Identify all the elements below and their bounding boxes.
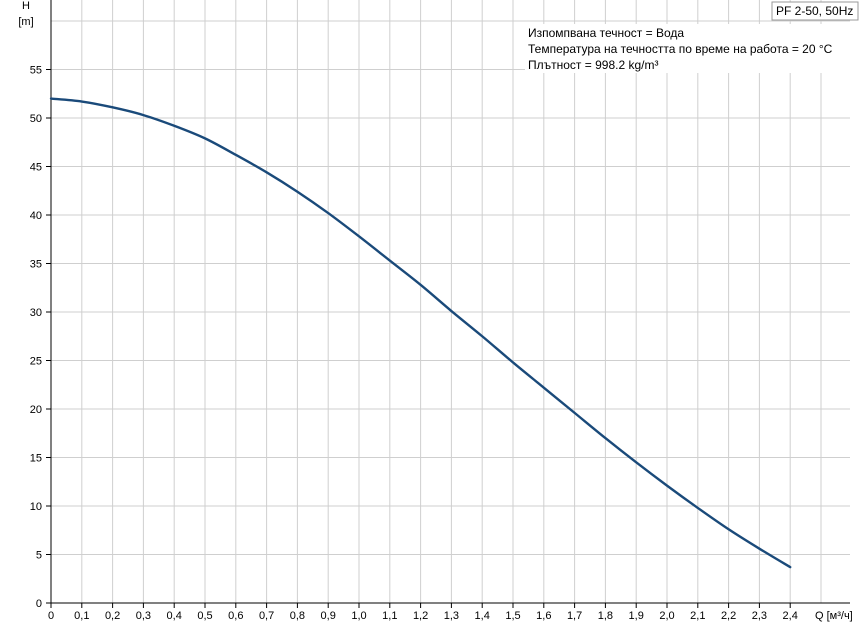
x-tick-label: 1,4 <box>475 610 490 622</box>
x-tick-label: 1,2 <box>413 610 428 622</box>
pump-curve-line <box>49 97 792 569</box>
x-tick-label: 0,2 <box>105 610 120 622</box>
x-axis-label: Q [м³/ч] <box>815 610 853 622</box>
y-tick-label: 0 <box>36 598 42 610</box>
x-tick-label: 1,7 <box>567 610 582 622</box>
y-tick-label: 50 <box>30 113 42 125</box>
y-tick-label: 45 <box>30 162 42 174</box>
y-tick-label: 5 <box>36 550 42 562</box>
y-axis-symbol: H <box>22 0 30 12</box>
x-tick-label: 1,1 <box>382 610 397 622</box>
info-fluid: Изпомпвана течност = Вода <box>528 26 684 40</box>
pump-badge <box>771 1 859 21</box>
x-tick-label: 0,4 <box>167 610 182 622</box>
x-tick-label: 2,4 <box>783 610 798 622</box>
x-tick-label: 2,1 <box>690 610 705 622</box>
x-tick-label: 2,2 <box>721 610 736 622</box>
series <box>49 97 792 569</box>
x-tick-label: 0,9 <box>321 610 336 622</box>
x-tick-label: 0,1 <box>74 610 89 622</box>
info-density: Плътност = 998.2 kg/m³ <box>528 58 658 72</box>
x-tick-label: 0 <box>48 610 54 622</box>
y-tick-label: 20 <box>30 404 42 416</box>
x-tick-label: 0,7 <box>259 610 274 622</box>
x-tick-label: 0,8 <box>290 610 305 622</box>
y-tick-label: 55 <box>30 65 42 77</box>
x-tick-label: 2,3 <box>752 610 767 622</box>
info-temperature: Температура на течността по време на раб… <box>528 42 833 56</box>
y-tick-label: 15 <box>30 453 42 465</box>
pump-badge-label: PF 2-50, 50Hz <box>776 4 853 18</box>
y-tick-label: 40 <box>30 210 42 222</box>
y-tick-label: 10 <box>30 501 42 513</box>
tick-labels: 0 5 10 15 20 25 30 35 40 45 50 55 0 0,1 0,2 0,3 0,4 0,5 0,… <box>30 65 798 623</box>
x-tick-label: 1,9 <box>629 610 644 622</box>
y-tick-label: 25 <box>30 356 42 368</box>
x-tick-label: 1,5 <box>505 610 520 622</box>
x-tick-label: 0,5 <box>197 610 212 622</box>
x-tick-label: 0,3 <box>136 610 151 622</box>
x-tick-label: 1,3 <box>444 610 459 622</box>
x-tick-label: 1,8 <box>598 610 613 622</box>
y-tick-label: 30 <box>30 307 42 319</box>
y-axis-unit: [m] <box>18 16 33 28</box>
info-box <box>525 24 855 73</box>
axes <box>46 0 850 608</box>
x-tick-label: 1,6 <box>536 610 551 622</box>
y-tick-label: 35 <box>30 259 42 271</box>
x-tick-label: 2,0 <box>659 610 674 622</box>
x-tick-label: 0,6 <box>228 610 243 622</box>
x-tick-label: 1,0 <box>351 610 366 622</box>
